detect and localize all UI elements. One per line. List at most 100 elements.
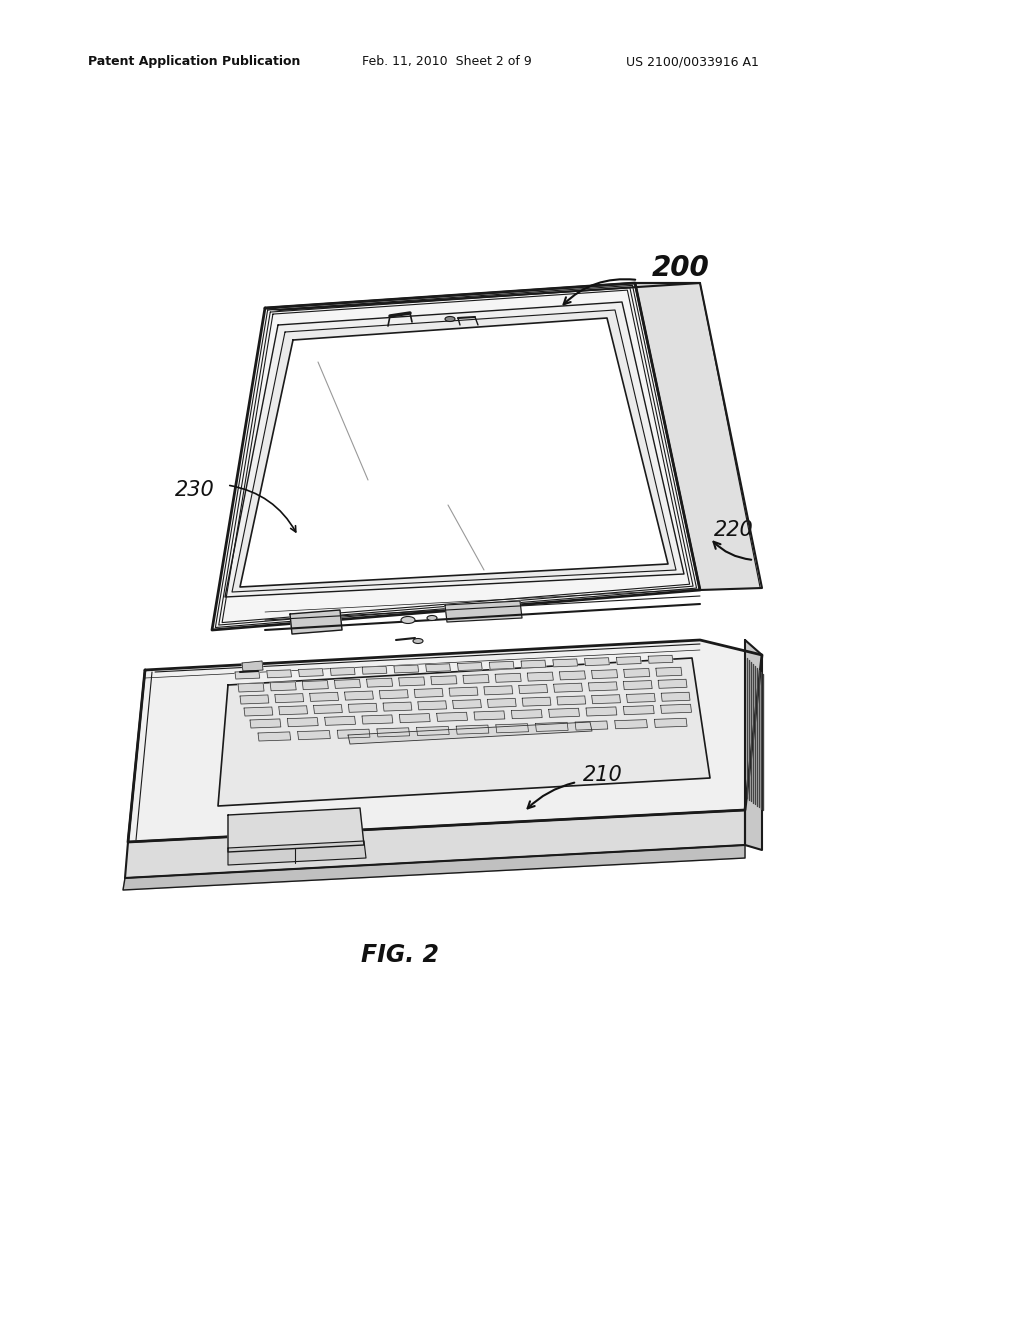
Ellipse shape: [445, 317, 455, 322]
Polygon shape: [536, 722, 568, 731]
Polygon shape: [325, 717, 355, 725]
FancyArrowPatch shape: [563, 280, 635, 305]
Polygon shape: [436, 713, 468, 721]
Polygon shape: [450, 688, 478, 696]
Polygon shape: [445, 601, 522, 622]
Polygon shape: [624, 706, 654, 714]
Polygon shape: [549, 709, 580, 717]
Polygon shape: [418, 701, 446, 710]
Polygon shape: [557, 696, 586, 705]
Polygon shape: [123, 845, 745, 890]
Polygon shape: [348, 722, 592, 744]
Polygon shape: [258, 731, 291, 741]
Text: US 2100/0033916 A1: US 2100/0033916 A1: [626, 55, 759, 69]
FancyArrowPatch shape: [527, 783, 574, 808]
Polygon shape: [331, 668, 355, 676]
Polygon shape: [487, 698, 516, 708]
FancyArrowPatch shape: [714, 541, 752, 560]
Polygon shape: [589, 682, 617, 690]
Text: FIG. 2: FIG. 2: [361, 942, 439, 968]
Polygon shape: [212, 282, 700, 630]
Polygon shape: [232, 310, 676, 591]
Polygon shape: [288, 718, 318, 727]
Polygon shape: [521, 660, 546, 668]
Polygon shape: [242, 661, 263, 671]
Polygon shape: [426, 664, 451, 672]
Polygon shape: [496, 723, 528, 733]
Ellipse shape: [413, 639, 423, 644]
Polygon shape: [298, 730, 331, 739]
Polygon shape: [660, 705, 691, 713]
Polygon shape: [585, 657, 609, 665]
Polygon shape: [592, 694, 621, 704]
Polygon shape: [228, 841, 366, 865]
Polygon shape: [218, 657, 710, 807]
Text: 200: 200: [652, 253, 710, 282]
Ellipse shape: [401, 616, 415, 623]
Polygon shape: [511, 710, 542, 718]
Polygon shape: [279, 706, 307, 714]
Polygon shape: [394, 665, 419, 673]
Polygon shape: [662, 692, 690, 701]
Polygon shape: [265, 282, 700, 310]
Polygon shape: [658, 680, 687, 688]
Polygon shape: [250, 719, 281, 729]
Polygon shape: [431, 676, 457, 685]
Text: 220: 220: [714, 520, 754, 540]
Polygon shape: [456, 725, 488, 734]
Text: 230: 230: [175, 480, 215, 500]
Polygon shape: [398, 677, 425, 686]
Polygon shape: [348, 704, 377, 713]
Polygon shape: [635, 282, 762, 590]
Polygon shape: [627, 693, 655, 702]
Polygon shape: [274, 693, 304, 702]
Polygon shape: [302, 681, 329, 689]
Polygon shape: [522, 697, 551, 706]
Ellipse shape: [427, 615, 437, 620]
Polygon shape: [234, 671, 260, 678]
Polygon shape: [125, 810, 745, 878]
Polygon shape: [586, 708, 616, 715]
Polygon shape: [489, 661, 514, 669]
FancyArrowPatch shape: [229, 486, 296, 532]
Polygon shape: [337, 729, 370, 738]
Polygon shape: [614, 719, 647, 729]
Polygon shape: [309, 692, 339, 701]
Polygon shape: [624, 668, 650, 677]
Polygon shape: [415, 689, 443, 697]
Polygon shape: [417, 726, 450, 735]
Polygon shape: [240, 694, 269, 704]
Polygon shape: [554, 684, 583, 692]
Polygon shape: [238, 682, 264, 692]
Polygon shape: [299, 669, 324, 677]
Polygon shape: [463, 675, 489, 684]
Polygon shape: [519, 685, 548, 693]
Text: 210: 210: [583, 766, 623, 785]
Polygon shape: [648, 655, 673, 663]
Polygon shape: [527, 672, 553, 681]
Polygon shape: [379, 690, 409, 698]
Polygon shape: [362, 667, 387, 675]
Polygon shape: [290, 610, 342, 634]
Polygon shape: [458, 663, 482, 671]
Polygon shape: [362, 715, 393, 723]
Polygon shape: [128, 640, 762, 842]
Polygon shape: [270, 682, 296, 690]
Polygon shape: [496, 673, 521, 682]
Polygon shape: [267, 669, 292, 677]
Polygon shape: [616, 656, 641, 664]
Polygon shape: [377, 727, 410, 737]
Polygon shape: [344, 692, 374, 700]
Polygon shape: [655, 668, 682, 676]
Polygon shape: [383, 702, 412, 711]
Text: Feb. 11, 2010  Sheet 2 of 9: Feb. 11, 2010 Sheet 2 of 9: [362, 55, 531, 69]
Polygon shape: [244, 708, 272, 715]
Polygon shape: [553, 659, 578, 667]
Polygon shape: [367, 678, 392, 688]
Polygon shape: [559, 671, 586, 680]
Polygon shape: [624, 681, 652, 689]
Polygon shape: [654, 718, 687, 727]
Polygon shape: [453, 700, 481, 709]
Polygon shape: [592, 669, 617, 678]
Polygon shape: [399, 714, 430, 722]
